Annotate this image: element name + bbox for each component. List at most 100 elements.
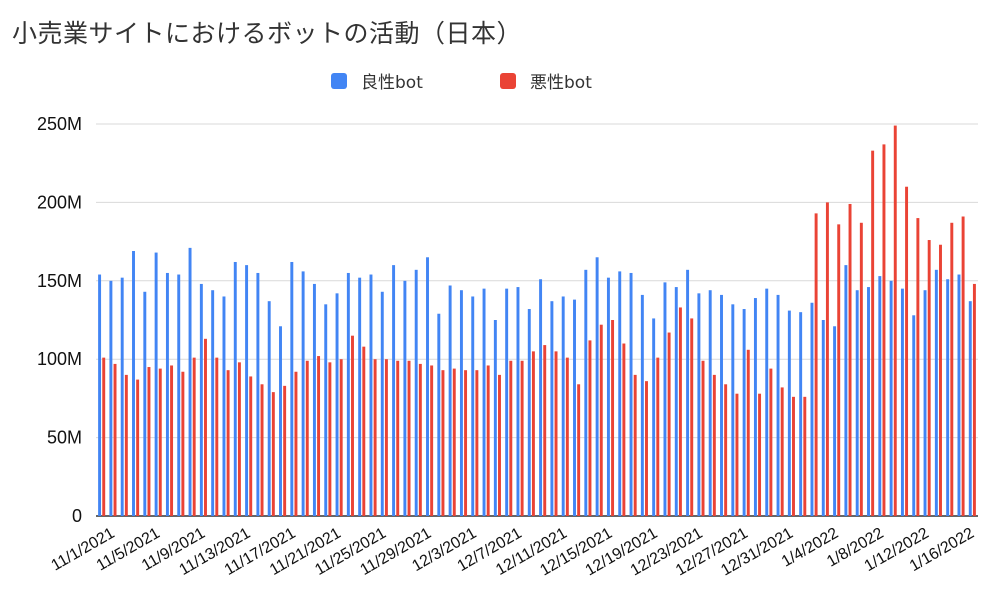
bar-good-bot[interactable] [120,277,124,516]
bar-bad-bot[interactable] [950,222,954,516]
bar-good-bot[interactable] [437,313,441,516]
bar-good-bot[interactable] [222,296,226,516]
bar-good-bot[interactable] [527,309,531,516]
bar-bad-bot[interactable] [633,374,637,516]
bar-bad-bot[interactable] [475,370,479,516]
bar-good-bot[interactable] [346,272,350,516]
bar-good-bot[interactable] [505,288,509,516]
bar-good-bot[interactable] [697,293,701,516]
bar-bad-bot[interactable] [577,384,581,516]
bar-bad-bot[interactable] [124,374,128,516]
bar-good-bot[interactable] [312,283,316,516]
bar-good-bot[interactable] [98,274,102,516]
bar-bad-bot[interactable] [701,360,705,516]
bar-good-bot[interactable] [550,301,554,516]
bar-bad-bot[interactable] [418,363,422,516]
bar-good-bot[interactable] [708,290,712,516]
bar-bad-bot[interactable] [362,346,366,516]
bar-bad-bot[interactable] [645,381,648,516]
bar-bad-bot[interactable] [916,218,920,516]
bar-good-bot[interactable] [245,265,249,516]
bar-bad-bot[interactable] [294,371,298,516]
bar-good-bot[interactable] [912,315,916,516]
bar-bad-bot[interactable] [305,360,309,516]
bar-good-bot[interactable] [663,282,667,516]
bar-good-bot[interactable] [177,274,181,516]
bar-good-bot[interactable] [855,290,859,516]
bar-good-bot[interactable] [211,290,215,516]
bar-bad-bot[interactable] [905,186,909,516]
bar-bad-bot[interactable] [170,365,174,516]
bar-good-bot[interactable] [844,265,848,516]
bar-bad-bot[interactable] [283,385,287,516]
bar-good-bot[interactable] [324,304,328,516]
bar-good-bot[interactable] [154,252,158,517]
bar-bad-bot[interactable] [531,351,535,516]
bar-good-bot[interactable] [335,293,339,516]
bar-bad-bot[interactable] [554,351,558,516]
bar-good-bot[interactable] [392,265,396,516]
bar-bad-bot[interactable] [520,360,524,516]
bar-bad-bot[interactable] [893,125,897,517]
bar-bad-bot[interactable] [735,393,739,516]
bar-bad-bot[interactable] [667,332,671,516]
bar-bad-bot[interactable] [441,370,445,516]
bar-bad-bot[interactable] [961,216,965,516]
bar-good-bot[interactable] [188,247,192,516]
bar-good-bot[interactable] [301,271,305,516]
bar-bad-bot[interactable] [328,362,332,516]
bar-good-bot[interactable] [720,294,723,516]
bar-bad-bot[interactable] [147,367,151,516]
bar-good-bot[interactable] [165,272,169,516]
bar-good-bot[interactable] [482,288,486,516]
bar-bad-bot[interactable] [622,343,626,516]
bar-good-bot[interactable] [900,288,904,516]
bar-bad-bot[interactable] [859,222,863,516]
bar-good-bot[interactable] [640,294,644,516]
bar-good-bot[interactable] [957,274,961,516]
bar-good-bot[interactable] [742,309,746,516]
bar-good-bot[interactable] [561,296,565,516]
bar-bad-bot[interactable] [690,318,694,516]
bar-bad-bot[interactable] [102,357,106,516]
bar-bad-bot[interactable] [848,203,852,516]
bar-bad-bot[interactable] [939,244,942,516]
bar-bad-bot[interactable] [509,360,513,516]
bar-good-bot[interactable] [946,279,950,516]
bar-good-bot[interactable] [573,299,576,516]
bar-good-bot[interactable] [199,283,203,516]
bar-good-bot[interactable] [799,312,803,516]
bar-bad-bot[interactable] [837,224,841,517]
bar-good-bot[interactable] [493,320,497,516]
bar-good-bot[interactable] [539,279,543,516]
bar-good-bot[interactable] [878,276,882,516]
bar-bad-bot[interactable] [373,359,377,516]
bar-bad-bot[interactable] [158,368,162,516]
bar-good-bot[interactable] [471,296,475,516]
bar-good-bot[interactable] [618,271,622,516]
bar-good-bot[interactable] [968,301,972,516]
bar-bad-bot[interactable] [396,360,400,516]
bar-bad-bot[interactable] [430,365,434,516]
bar-bad-bot[interactable] [192,357,196,516]
bar-good-bot[interactable] [787,310,791,516]
bar-bad-bot[interactable] [712,374,716,516]
bar-good-bot[interactable] [233,261,237,516]
bar-bad-bot[interactable] [803,396,807,516]
bar-bad-bot[interactable] [486,365,490,516]
bar-bad-bot[interactable] [769,368,773,516]
bar-bad-bot[interactable] [271,392,275,516]
bar-bad-bot[interactable] [656,357,660,516]
bar-bad-bot[interactable] [317,356,321,516]
bar-bad-bot[interactable] [780,387,784,516]
bar-good-bot[interactable] [448,285,452,516]
bar-bad-bot[interactable] [543,345,547,516]
bar-bad-bot[interactable] [204,338,207,516]
bar-good-bot[interactable] [380,291,384,516]
bar-good-bot[interactable] [290,261,294,516]
bar-good-bot[interactable] [810,302,814,516]
bar-good-bot[interactable] [674,287,678,516]
bar-good-bot[interactable] [109,280,113,516]
bar-good-bot[interactable] [459,290,463,516]
bar-good-bot[interactable] [369,274,373,516]
